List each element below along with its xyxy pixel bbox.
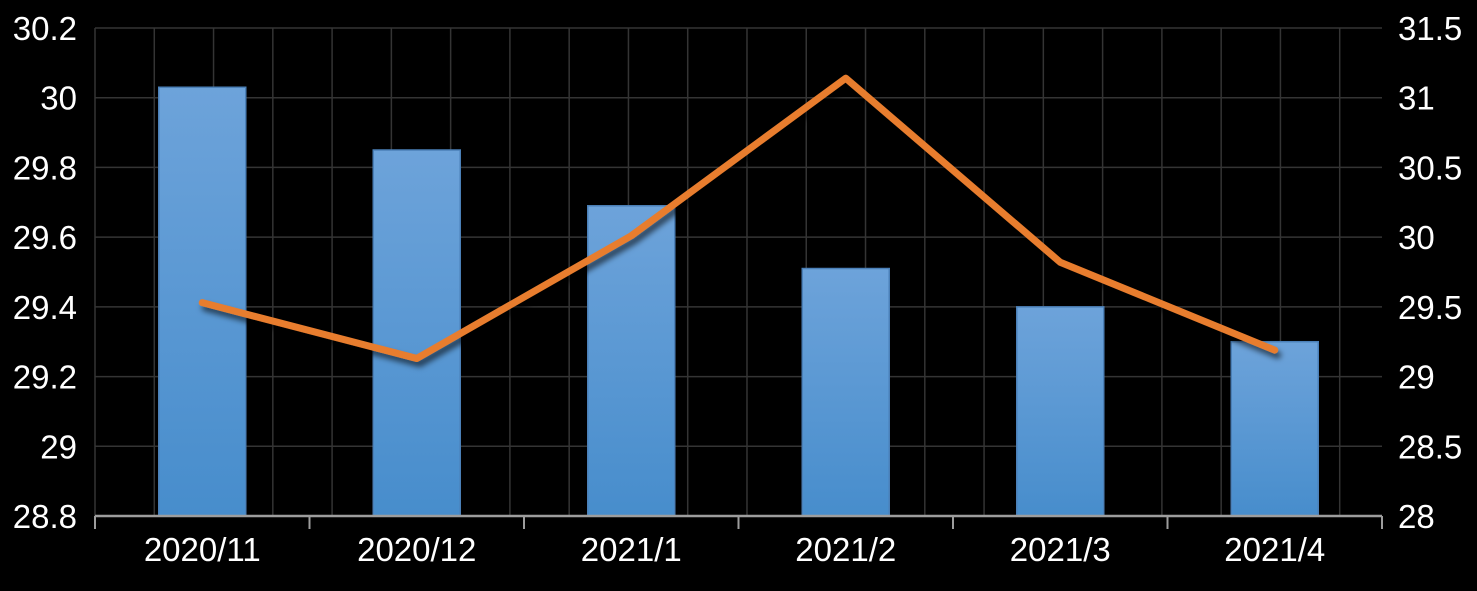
y-axis-left-label: 29.2 — [13, 359, 77, 396]
bar-2021-1 — [587, 205, 676, 517]
y-axis-right-label: 31.5 — [1398, 10, 1462, 47]
y-axis-left-label: 28.8 — [13, 498, 77, 535]
y-axis-left-label: 29.8 — [13, 149, 77, 186]
y-axis-right-label: 28.5 — [1398, 428, 1462, 465]
x-axis-label: 2021/2 — [795, 531, 896, 568]
x-axis-label: 2020/11 — [144, 531, 261, 568]
y-axis-left-label: 29.4 — [13, 289, 77, 326]
y-axis-right-label: 31 — [1398, 80, 1435, 117]
x-axis-label: 2021/4 — [1224, 531, 1325, 568]
y-axis-left-label: 30.2 — [13, 10, 77, 47]
y-axis-right-label: 29 — [1398, 359, 1435, 396]
x-axis-label: 2020/12 — [357, 531, 476, 568]
y-axis-right-label: 28 — [1398, 498, 1435, 535]
y-axis-left-label: 29.6 — [13, 219, 77, 256]
bar-2021-4 — [1230, 340, 1319, 517]
line-series — [198, 74, 1279, 362]
bar-2021-2 — [801, 267, 890, 517]
bar-2020-12 — [372, 149, 461, 517]
x-axis-label: 2021/1 — [581, 531, 682, 568]
y-axis-right-label: 29.5 — [1398, 289, 1462, 326]
y-axis-left-label: 29 — [40, 428, 77, 465]
y-axis-right-label: 30.5 — [1398, 149, 1462, 186]
y-axis-right-label: 30 — [1398, 219, 1435, 256]
x-axis-label: 2021/3 — [1010, 531, 1111, 568]
y-axis-left-label: 30 — [40, 80, 77, 117]
bar-2021-3 — [1016, 306, 1105, 517]
